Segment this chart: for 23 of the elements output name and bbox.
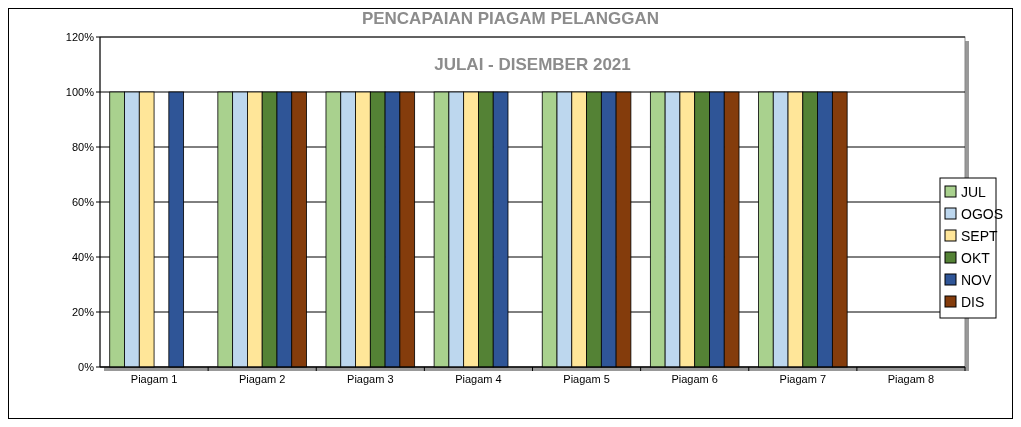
x-tick-label: Piagam 3 xyxy=(347,373,394,385)
x-tick-label: Piagam 1 xyxy=(130,373,178,385)
x-tick-label: Piagam 5 xyxy=(563,373,610,385)
x-tick-label: Piagam 8 xyxy=(887,373,935,385)
y-tick-label: 100% xyxy=(65,85,95,98)
legend-label: OKT xyxy=(961,249,991,266)
y-tick-label: 40% xyxy=(71,250,95,263)
legend-label: DIS xyxy=(961,293,985,310)
legend-label: NOV xyxy=(961,271,992,288)
y-tick-label: 120% xyxy=(65,30,95,43)
x-tick-label: Piagam 2 xyxy=(238,373,286,385)
x-tick-label: Piagam 6 xyxy=(671,373,718,385)
y-tick-label: 80% xyxy=(71,140,95,153)
x-tick-label: Piagam 7 xyxy=(779,373,827,385)
y-tick-label: 20% xyxy=(71,305,95,318)
y-tick-label: 0% xyxy=(78,360,95,373)
legend-label: OGOS xyxy=(961,205,1004,222)
legend-label: SEPT xyxy=(961,227,999,244)
text: JULAI - DISEMBER 2021 xyxy=(434,55,631,74)
x-tick-label: Piagam 4 xyxy=(455,373,502,385)
legend-label: JUL xyxy=(961,183,987,200)
chart-title: PENCAPAIAN PIAGAM PELANGGAN xyxy=(361,9,660,28)
y-tick-label: 60% xyxy=(71,195,95,208)
